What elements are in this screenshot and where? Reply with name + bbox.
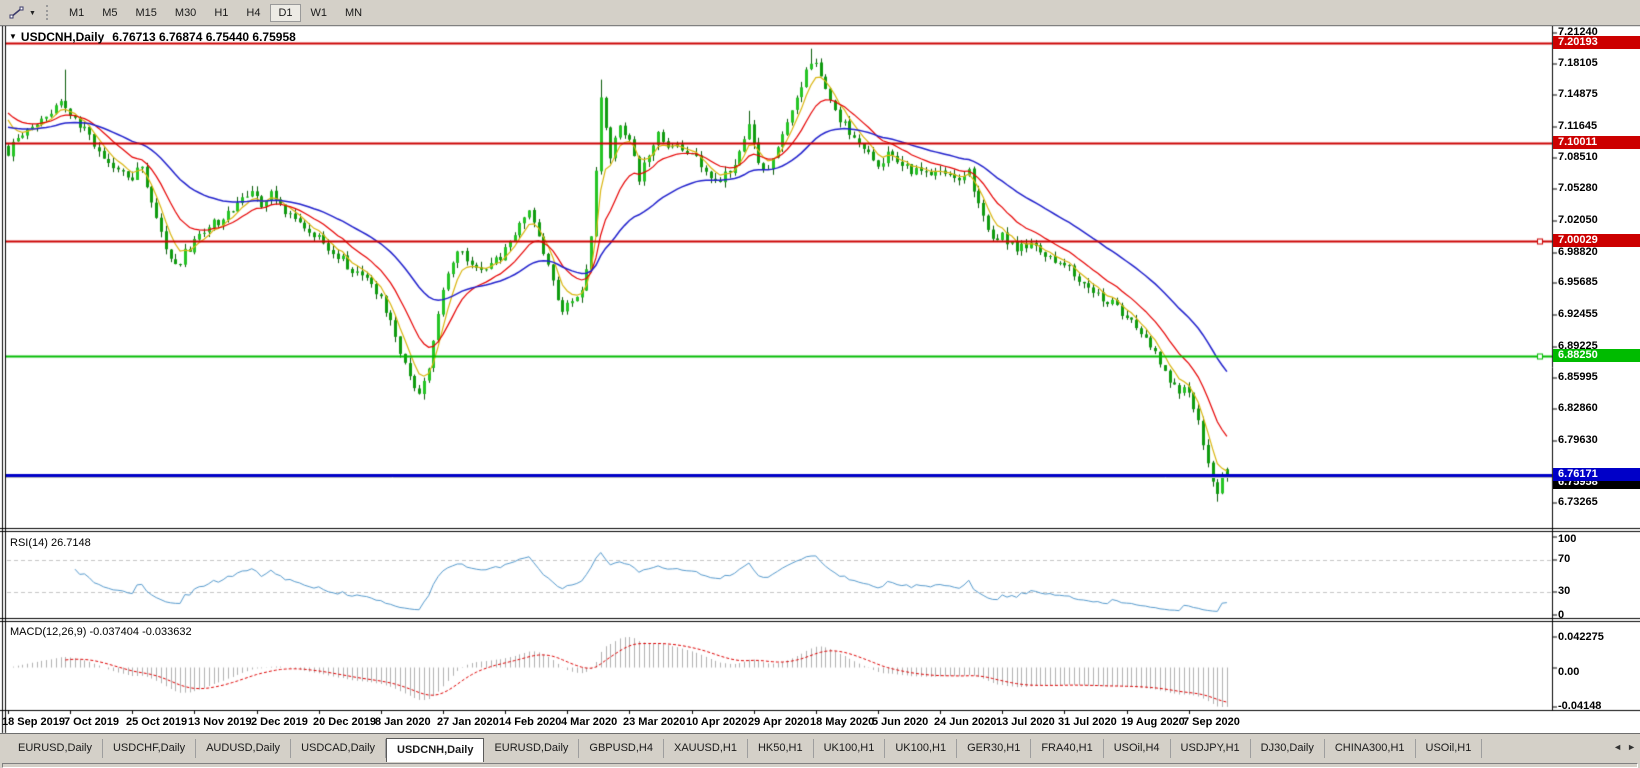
chart-tab-9-uk100-h1[interactable]: UK100,H1 [814, 739, 886, 758]
status-bar-groove [2, 763, 1638, 768]
timeframe-button-w1[interactable]: W1 [310, 6, 328, 19]
timeframe-button-h1[interactable]: H1 [214, 6, 229, 19]
chart-tool-icon[interactable] [6, 4, 28, 22]
chart-tab-bar: EURUSD,Daily USDCHF,Daily AUDUSD,Daily USDC… [0, 733, 1640, 763]
chart-tab-13-usoil-h4[interactable]: USOil,H4 [1104, 739, 1171, 758]
chart-tool-dropdown-icon[interactable]: ▼ [29, 10, 36, 17]
timeframe-toolbar: ▼ M1 M5 M15 M30 H1 H4 D1 W1 MN [0, 0, 1640, 26]
tab-scroll-controls: ◄ ► [1613, 742, 1636, 752]
chart-tab-3-usdcad-daily[interactable]: USDCAD,Daily [291, 739, 387, 758]
chart-tab-17-usoil-h1[interactable]: USOil,H1 [1416, 739, 1483, 758]
toolbar-grip[interactable] [45, 5, 51, 20]
timeframe-button-m15[interactable]: M15 [135, 6, 157, 19]
chart-tab-14-usdjpy-h1[interactable]: USDJPY,H1 [1171, 739, 1251, 758]
chart-tab-5-eurusd-daily[interactable]: EURUSD,Daily [484, 739, 580, 758]
tab-scroll-right-icon[interactable]: ► [1627, 742, 1636, 752]
chart-tab-1-usdchf-daily[interactable]: USDCHF,Daily [103, 739, 197, 758]
timeframe-button-d1[interactable]: D1 [270, 3, 301, 22]
chart-tab-15-dj30-daily[interactable]: DJ30,Daily [1251, 739, 1325, 758]
chart-tab-6-gbpusd-h4[interactable]: GBPUSD,H4 [579, 739, 664, 758]
chart-tab-7-xauusd-h1[interactable]: XAUUSD,H1 [664, 739, 748, 758]
status-bar [0, 762, 1640, 768]
chart-tabs: EURUSD,Daily USDCHF,Daily AUDUSD,Daily USDC… [0, 734, 1640, 762]
chart-tab-8-hk50-h1[interactable]: HK50,H1 [748, 739, 814, 758]
chart-tab-0-eurusd-daily[interactable]: EURUSD,Daily [8, 739, 103, 758]
chart-tab-11-ger30-h1[interactable]: GER30,H1 [957, 739, 1032, 758]
timeframe-button-m5[interactable]: M5 [102, 6, 118, 19]
chart-tab-12-fra40-h1[interactable]: FRA40,H1 [1031, 739, 1104, 758]
timeframe-button-h4[interactable]: H4 [246, 6, 261, 19]
chart-tab-10-uk100-h1[interactable]: UK100,H1 [885, 739, 958, 758]
timeframe-buttons: M1 M5 M15 M30 H1 H4 D1 W1 MN [60, 3, 371, 22]
chart-tab-2-audusd-daily[interactable]: AUDUSD,Daily [196, 739, 292, 758]
tab-scroll-left-icon[interactable]: ◄ [1613, 742, 1623, 752]
trendline-tool-glyph [9, 6, 24, 19]
chart-tab-16-china300-h1[interactable]: CHINA300,H1 [1325, 739, 1416, 758]
chart-tab-4-usdcnh-daily[interactable]: USDCNH,Daily [386, 738, 485, 762]
timeframe-button-mn[interactable]: MN [345, 6, 363, 19]
timeframe-button-m30[interactable]: M30 [174, 6, 197, 19]
timeframe-button-m1[interactable]: M1 [68, 6, 85, 19]
